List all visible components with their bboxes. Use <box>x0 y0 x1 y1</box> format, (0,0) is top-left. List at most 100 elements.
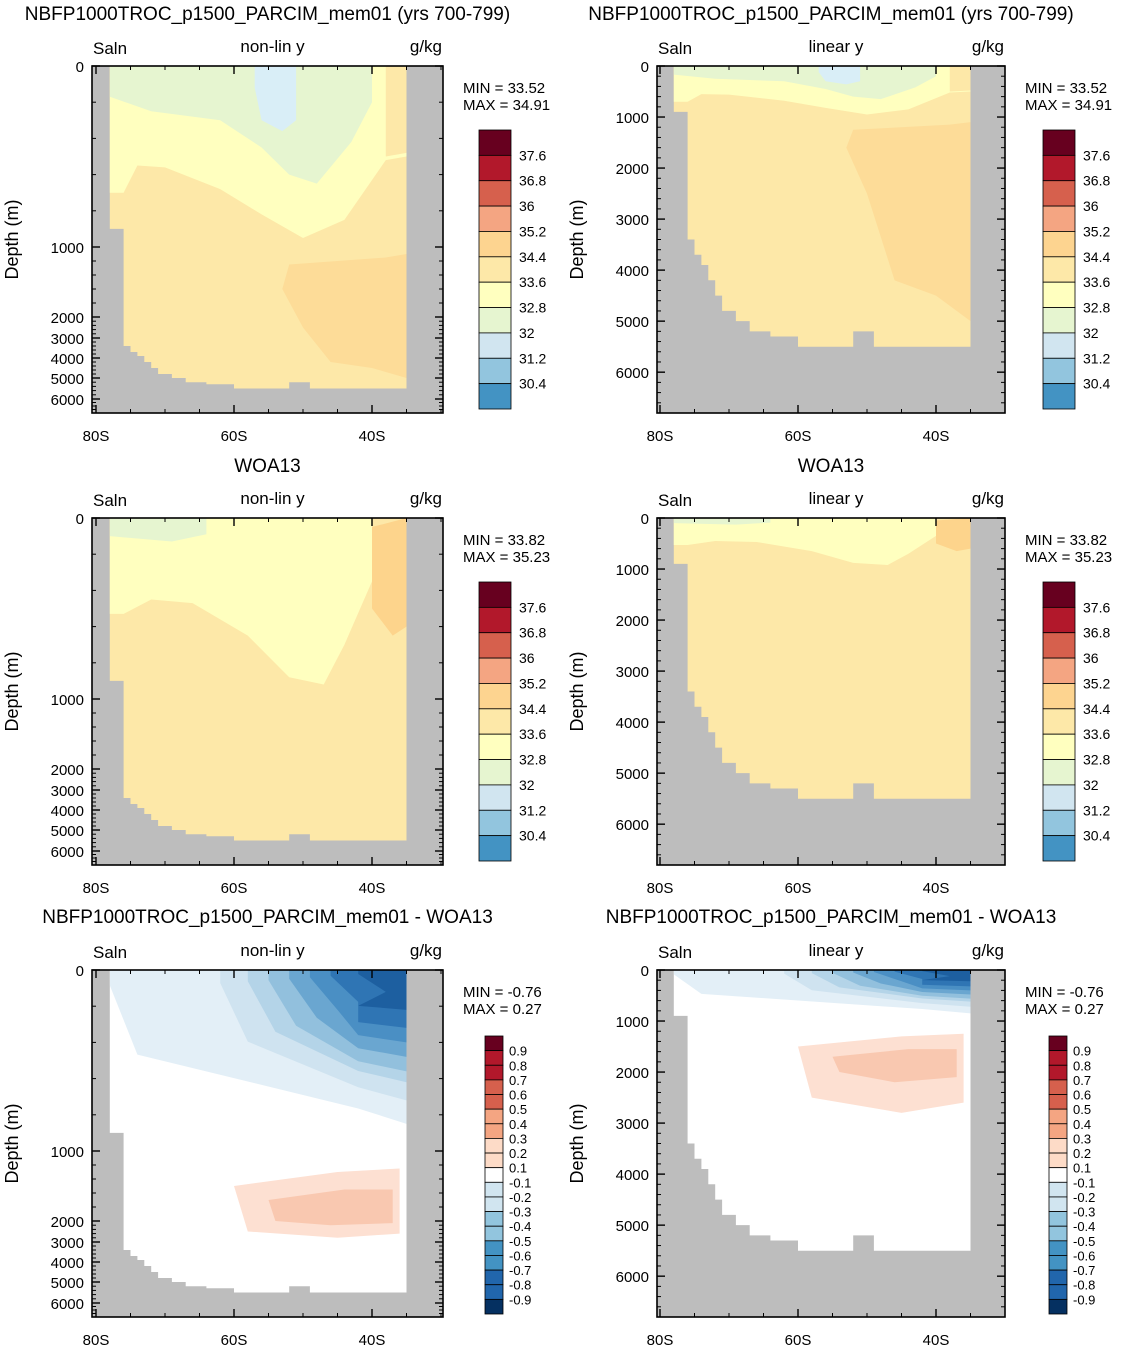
colorbar-label: 31.2 <box>1083 350 1110 366</box>
y-tick-label: 0 <box>641 59 649 76</box>
colorbar-box <box>1042 332 1076 359</box>
colorbar-box <box>478 357 512 385</box>
colorbar-box <box>1042 357 1076 385</box>
colorbar-box <box>484 1167 504 1183</box>
units-label: g/kg <box>972 489 1004 508</box>
colorbar-box <box>1042 205 1076 232</box>
colorbar-box <box>1042 281 1076 308</box>
y-tick-label: 5000 <box>616 766 649 783</box>
colorbar-box <box>1048 1284 1068 1300</box>
colorbar-box <box>1042 657 1076 684</box>
y-axis-label: Depth (m) <box>2 1103 22 1183</box>
variable-label: Saln <box>93 39 127 58</box>
colorbar-box <box>484 1064 504 1081</box>
colorbar-box <box>478 231 512 258</box>
colorbar-label: 0.6 <box>1073 1088 1091 1103</box>
colorbar-box <box>484 1108 504 1125</box>
colorbar-label: 32 <box>1083 325 1099 341</box>
min-label: MIN = -0.76 <box>1025 984 1104 1001</box>
colorbar-label: -0.4 <box>509 1219 531 1234</box>
y-tick-label: 6000 <box>616 365 649 382</box>
y-tick-label: 4000 <box>51 803 84 820</box>
colorbar-box <box>478 606 512 634</box>
colorbar-label: -0.9 <box>509 1292 531 1307</box>
colorbar-label: 0.4 <box>509 1117 527 1132</box>
colorbar-label: 30.4 <box>1083 376 1110 392</box>
y-tick-label: 2000 <box>51 1214 84 1231</box>
x-tick-label: 60S <box>785 428 812 445</box>
units-label: g/kg <box>972 941 1004 960</box>
y-axis-label: Depth (m) <box>2 199 22 279</box>
colorbar-box <box>484 1152 504 1169</box>
colorbar-box <box>484 1240 504 1256</box>
y-tick-label: 6000 <box>51 844 84 861</box>
colorbar-label: 36.8 <box>1083 173 1110 189</box>
colorbar-box <box>1042 835 1076 862</box>
colorbar-box <box>1042 231 1076 258</box>
colorbar-box <box>1042 733 1076 760</box>
salinity-33-low <box>818 66 861 85</box>
axis-mode-label: non-lin y <box>240 37 305 56</box>
panel-title: NBFP1000TROC_p1500_PARCIM_mem01 (yrs 700… <box>25 4 510 25</box>
colorbar-label: 0.2 <box>509 1146 527 1161</box>
colorbar-box <box>1042 383 1076 410</box>
colorbar-box <box>478 759 512 786</box>
axis-mode-label: non-lin y <box>240 489 305 508</box>
units-label: g/kg <box>410 37 442 56</box>
salinity-34-4 <box>673 518 936 565</box>
y-tick-label: 5000 <box>51 823 84 840</box>
colorbar-box <box>484 1284 504 1300</box>
colorbar-label: 33.6 <box>1083 726 1110 742</box>
variable-label: Saln <box>658 943 692 962</box>
y-tick-label: 5000 <box>616 314 649 331</box>
panel-title: NBFP1000TROC_p1500_PARCIM_mem01 - WOA13 <box>42 907 493 928</box>
salinity-35-0 <box>673 518 971 799</box>
colorbar-label: -0.3 <box>1073 1205 1095 1220</box>
colorbar-box <box>1048 1035 1068 1052</box>
colorbar-box <box>484 1035 504 1052</box>
panel-title: WOA13 <box>234 456 301 477</box>
y-tick-label: 4000 <box>616 263 649 280</box>
y-tick-label: 3000 <box>51 1235 84 1252</box>
min-label: MIN = 33.52 <box>1025 80 1107 97</box>
ocean-field <box>673 66 971 347</box>
colorbar-label: 37.6 <box>1083 147 1110 163</box>
x-tick-label: 80S <box>647 1332 674 1349</box>
x-tick-label: 80S <box>83 880 110 897</box>
colorbar-box <box>484 1050 504 1066</box>
y-tick-label: 0 <box>76 511 84 528</box>
colorbar-box <box>1042 606 1076 634</box>
diff-positive-2 <box>268 1189 393 1226</box>
colorbar-label: 31.2 <box>519 350 546 366</box>
colorbar-label: -0.6 <box>1073 1248 1095 1263</box>
salinity-35-high <box>282 254 407 378</box>
y-tick-label: 1000 <box>51 692 84 709</box>
colorbar-box <box>478 708 512 735</box>
colorbar-box <box>478 733 512 760</box>
colorbar-label: 32 <box>1083 777 1099 793</box>
y-tick-label: 0 <box>76 963 84 980</box>
colorbar-label: 0.1 <box>1073 1161 1091 1176</box>
colorbar-box <box>478 129 512 156</box>
colorbar-label: -0.1 <box>1073 1175 1095 1190</box>
colorbar-label: -0.1 <box>509 1175 531 1190</box>
x-tick-label: 40S <box>923 428 950 445</box>
axis-mode-label: linear y <box>809 37 864 56</box>
y-tick-label: 6000 <box>616 817 649 834</box>
colorbar-box <box>1048 1240 1068 1256</box>
units-label: g/kg <box>972 37 1004 56</box>
plot-frame <box>91 517 444 866</box>
colorbar-box <box>1042 759 1076 786</box>
colorbar-box <box>1048 1211 1068 1227</box>
colorbar-box <box>1048 1255 1068 1271</box>
colorbar-label: 35.2 <box>519 675 546 691</box>
x-tick-label: 40S <box>359 428 386 445</box>
colorbar-label: 0.3 <box>509 1131 527 1146</box>
panel-model-nonlin: NBFP1000TROC_p1500_PARCIM_mem01 (yrs 700… <box>2 4 550 445</box>
colorbar-label: 0.6 <box>509 1088 527 1103</box>
colorbar-box <box>1048 1138 1068 1154</box>
colorbar-box <box>478 581 512 608</box>
colorbar-box <box>484 1269 504 1286</box>
colorbar-label: 36.8 <box>519 173 546 189</box>
